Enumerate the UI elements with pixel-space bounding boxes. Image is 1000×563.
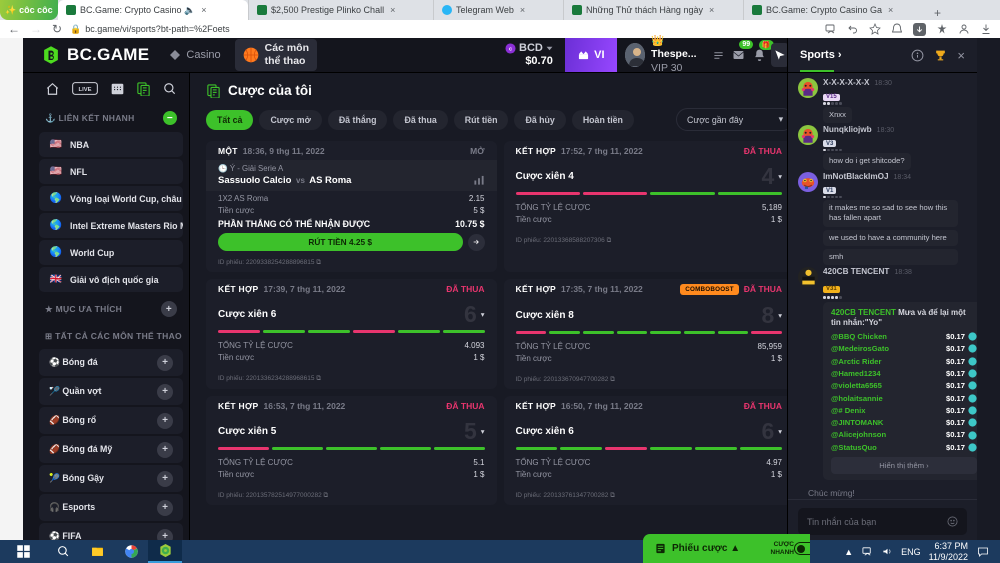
svg-text:c: c [509, 47, 512, 53]
svg-text:LIVE: LIVE [78, 87, 91, 93]
